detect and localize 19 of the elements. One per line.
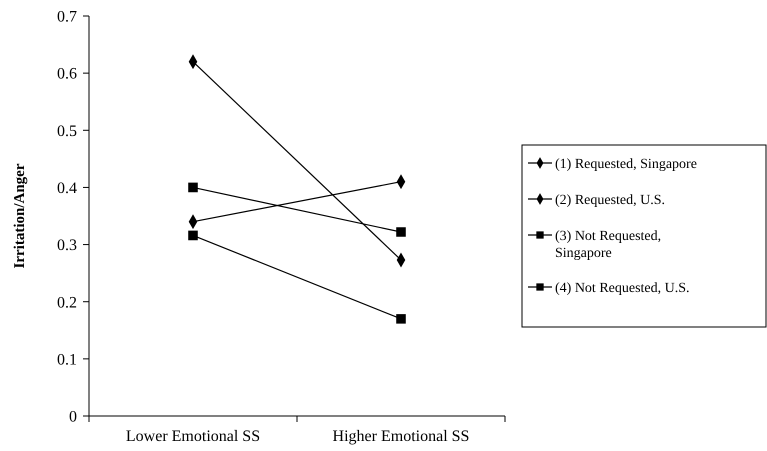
point <box>396 227 406 237</box>
y-tick-label: 0.1 <box>57 351 77 368</box>
y-tick-label: 0.2 <box>57 294 77 312</box>
y-tick-label: 0 <box>69 408 77 426</box>
legend-label: (2) Requested, U.S. <box>555 192 666 208</box>
legend-label: (3) Not Requested, Singapore <box>555 228 662 261</box>
y-tick-label: 0.3 <box>57 237 77 254</box>
y-tick-label: 0.5 <box>57 122 77 140</box>
y-tick-label: 0.6 <box>57 66 77 83</box>
x-tick-label: Lower Emotional SS <box>126 428 260 445</box>
point <box>188 230 198 240</box>
y-axis-title: Irritation/Anger <box>12 163 28 268</box>
y-tick-label: 0.4 <box>57 180 77 198</box>
x-tick-label: Higher Emotional SS <box>332 428 470 445</box>
point <box>396 314 406 324</box>
y-tick-label: 0.7 <box>57 8 77 26</box>
point <box>188 182 198 192</box>
legend-label: (1) Requested, Singapore <box>555 156 697 172</box>
legend-label: (4) Not Requested, U.S. <box>555 280 690 296</box>
